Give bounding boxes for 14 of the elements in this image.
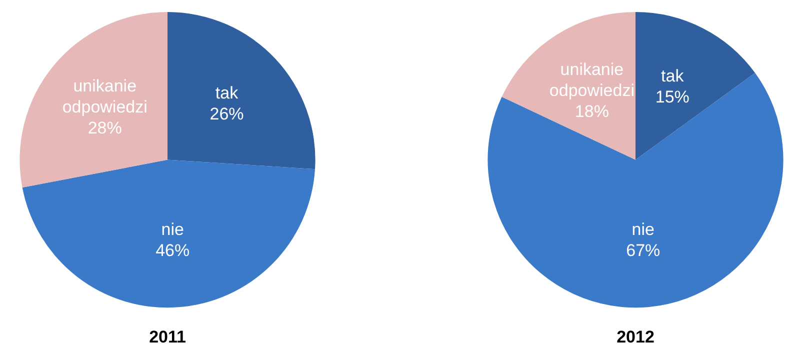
slice-label: unikanie odpowiedzi [549, 60, 634, 100]
slice-label: tak [215, 83, 239, 102]
text: 2011 [149, 327, 186, 346]
slice-label: nie [161, 220, 184, 240]
data-label: 15% [655, 88, 690, 107]
data-label: 67% [626, 240, 660, 260]
data-label: 46% [156, 241, 190, 260]
data-label: 26% [210, 104, 244, 124]
slice-label: tak [661, 66, 684, 86]
text: 2012 [616, 327, 654, 346]
data-label: 28% [88, 118, 122, 138]
data-label: 18% [574, 102, 609, 121]
slice-label: unikanie odpowiedzi [62, 76, 148, 117]
slice-label: nie [632, 220, 654, 239]
